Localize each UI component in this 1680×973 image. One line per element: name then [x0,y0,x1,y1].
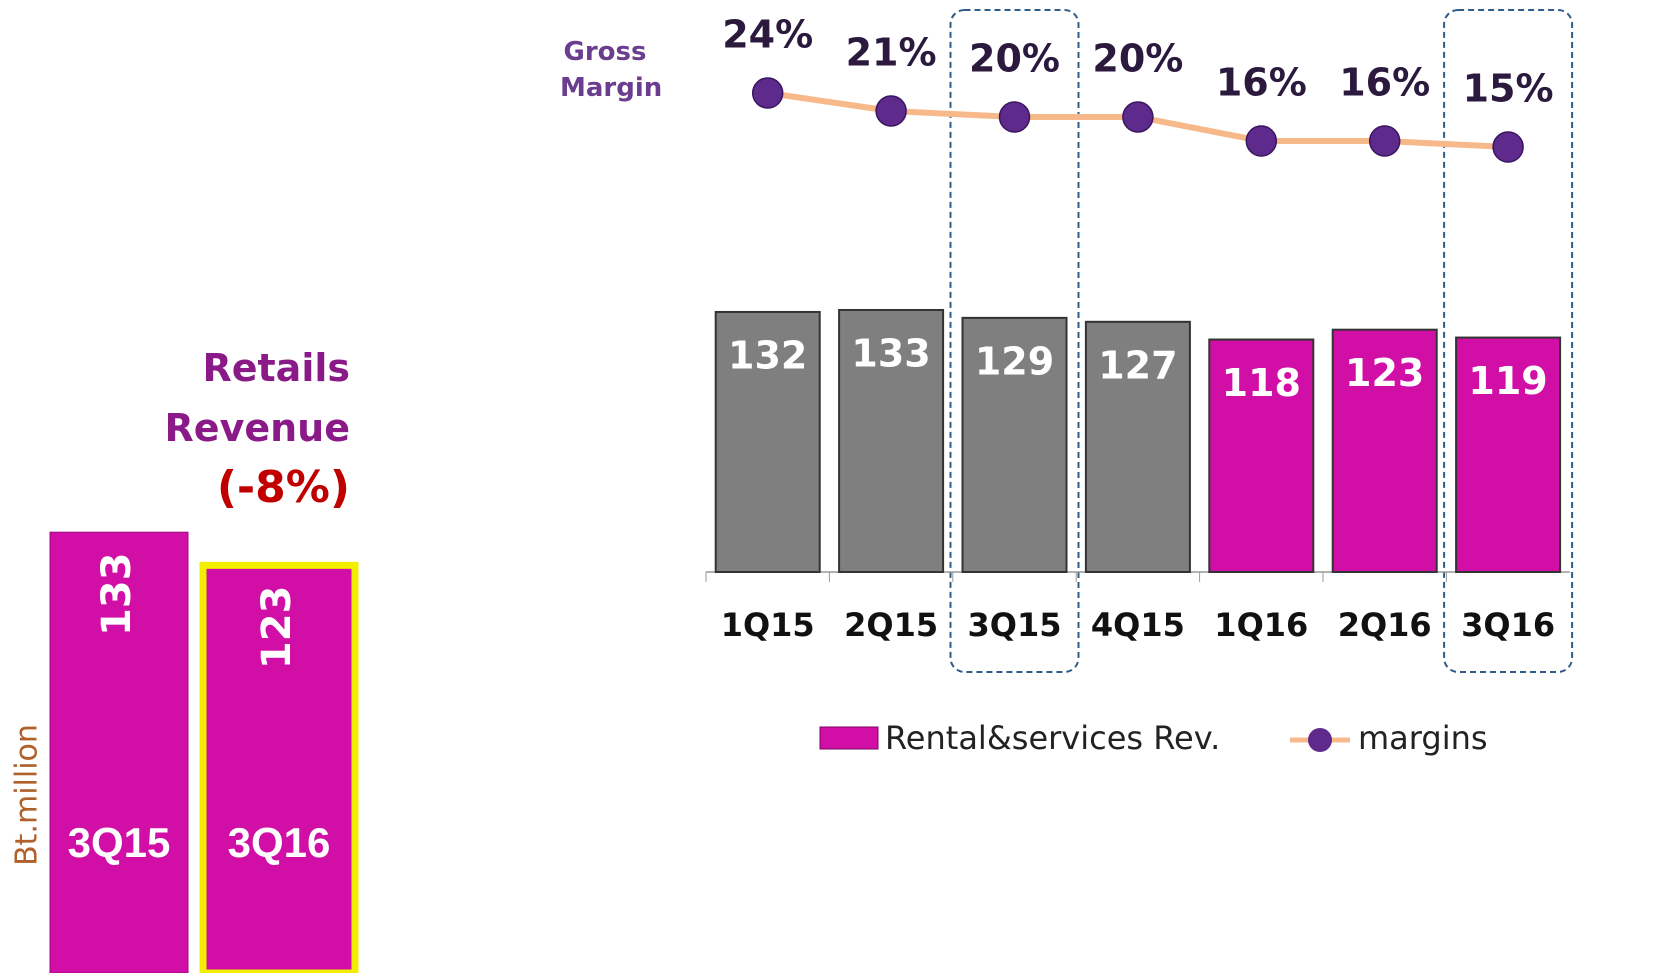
data-label: 132 [728,333,807,377]
marker [998,101,1031,133]
x-tick-label: 1Q15 [721,606,815,644]
highlight-box [949,9,1080,673]
y-axis-label: Bt.million [10,724,45,866]
legend-label: margins [1358,719,1488,757]
bar [49,531,189,973]
x-tick-label: 3Q15 [968,606,1062,644]
legend-label: Rental&services Rev. [885,719,1220,757]
marker [1368,125,1401,157]
marker [751,77,784,109]
marker [875,95,907,127]
y2-axis-label: Gross Margin [560,37,663,103]
legend-marker [1308,728,1332,752]
bar [714,310,821,573]
data-label: 15% [1463,67,1554,111]
x-tick-label: 1Q16 [1214,606,1308,644]
data-label: 16% [1216,61,1307,105]
data-label: 20% [969,37,1060,81]
x-tick-label: 4Q15 [1091,606,1185,644]
data-label: 123 [1345,351,1424,395]
data-label: 127 [1098,343,1177,387]
bar [1331,328,1438,573]
data-label: 118 [1222,361,1301,405]
x-tick-label: 3Q16 [1461,606,1555,644]
data-label: 21% [846,31,937,75]
data-label: 16% [1339,61,1430,105]
bar [1455,336,1562,573]
x-tick-label: 2Q15 [844,606,938,644]
marker [1245,125,1278,157]
data-label: 123 [254,586,300,670]
chart-title: Retails Revenue [164,346,350,450]
highlight-box [1443,9,1574,673]
x-tick-label: 2Q16 [1338,606,1432,644]
data-label: 119 [1468,359,1547,403]
bar [1084,320,1191,573]
bar [1208,338,1315,574]
category-label: 3Q15 [68,819,171,866]
data-label: 129 [975,339,1054,383]
data-label: 24% [722,13,813,57]
data-label: 133 [851,331,930,375]
marker [1492,131,1524,163]
chart-subtitle: (-8%) [216,462,350,513]
marker [1122,101,1154,133]
legend-swatch [819,726,879,750]
bar [199,561,359,973]
bar [961,316,1068,573]
data-label: 133 [94,552,140,636]
category-label: 3Q16 [228,819,331,866]
bar [838,308,945,573]
data-label: 20% [1092,37,1183,81]
